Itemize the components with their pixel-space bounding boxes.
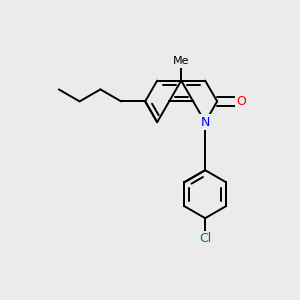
- Text: O: O: [236, 95, 246, 108]
- Text: Cl: Cl: [199, 232, 211, 245]
- Text: Me: Me: [173, 56, 189, 66]
- Text: N: N: [200, 116, 210, 129]
